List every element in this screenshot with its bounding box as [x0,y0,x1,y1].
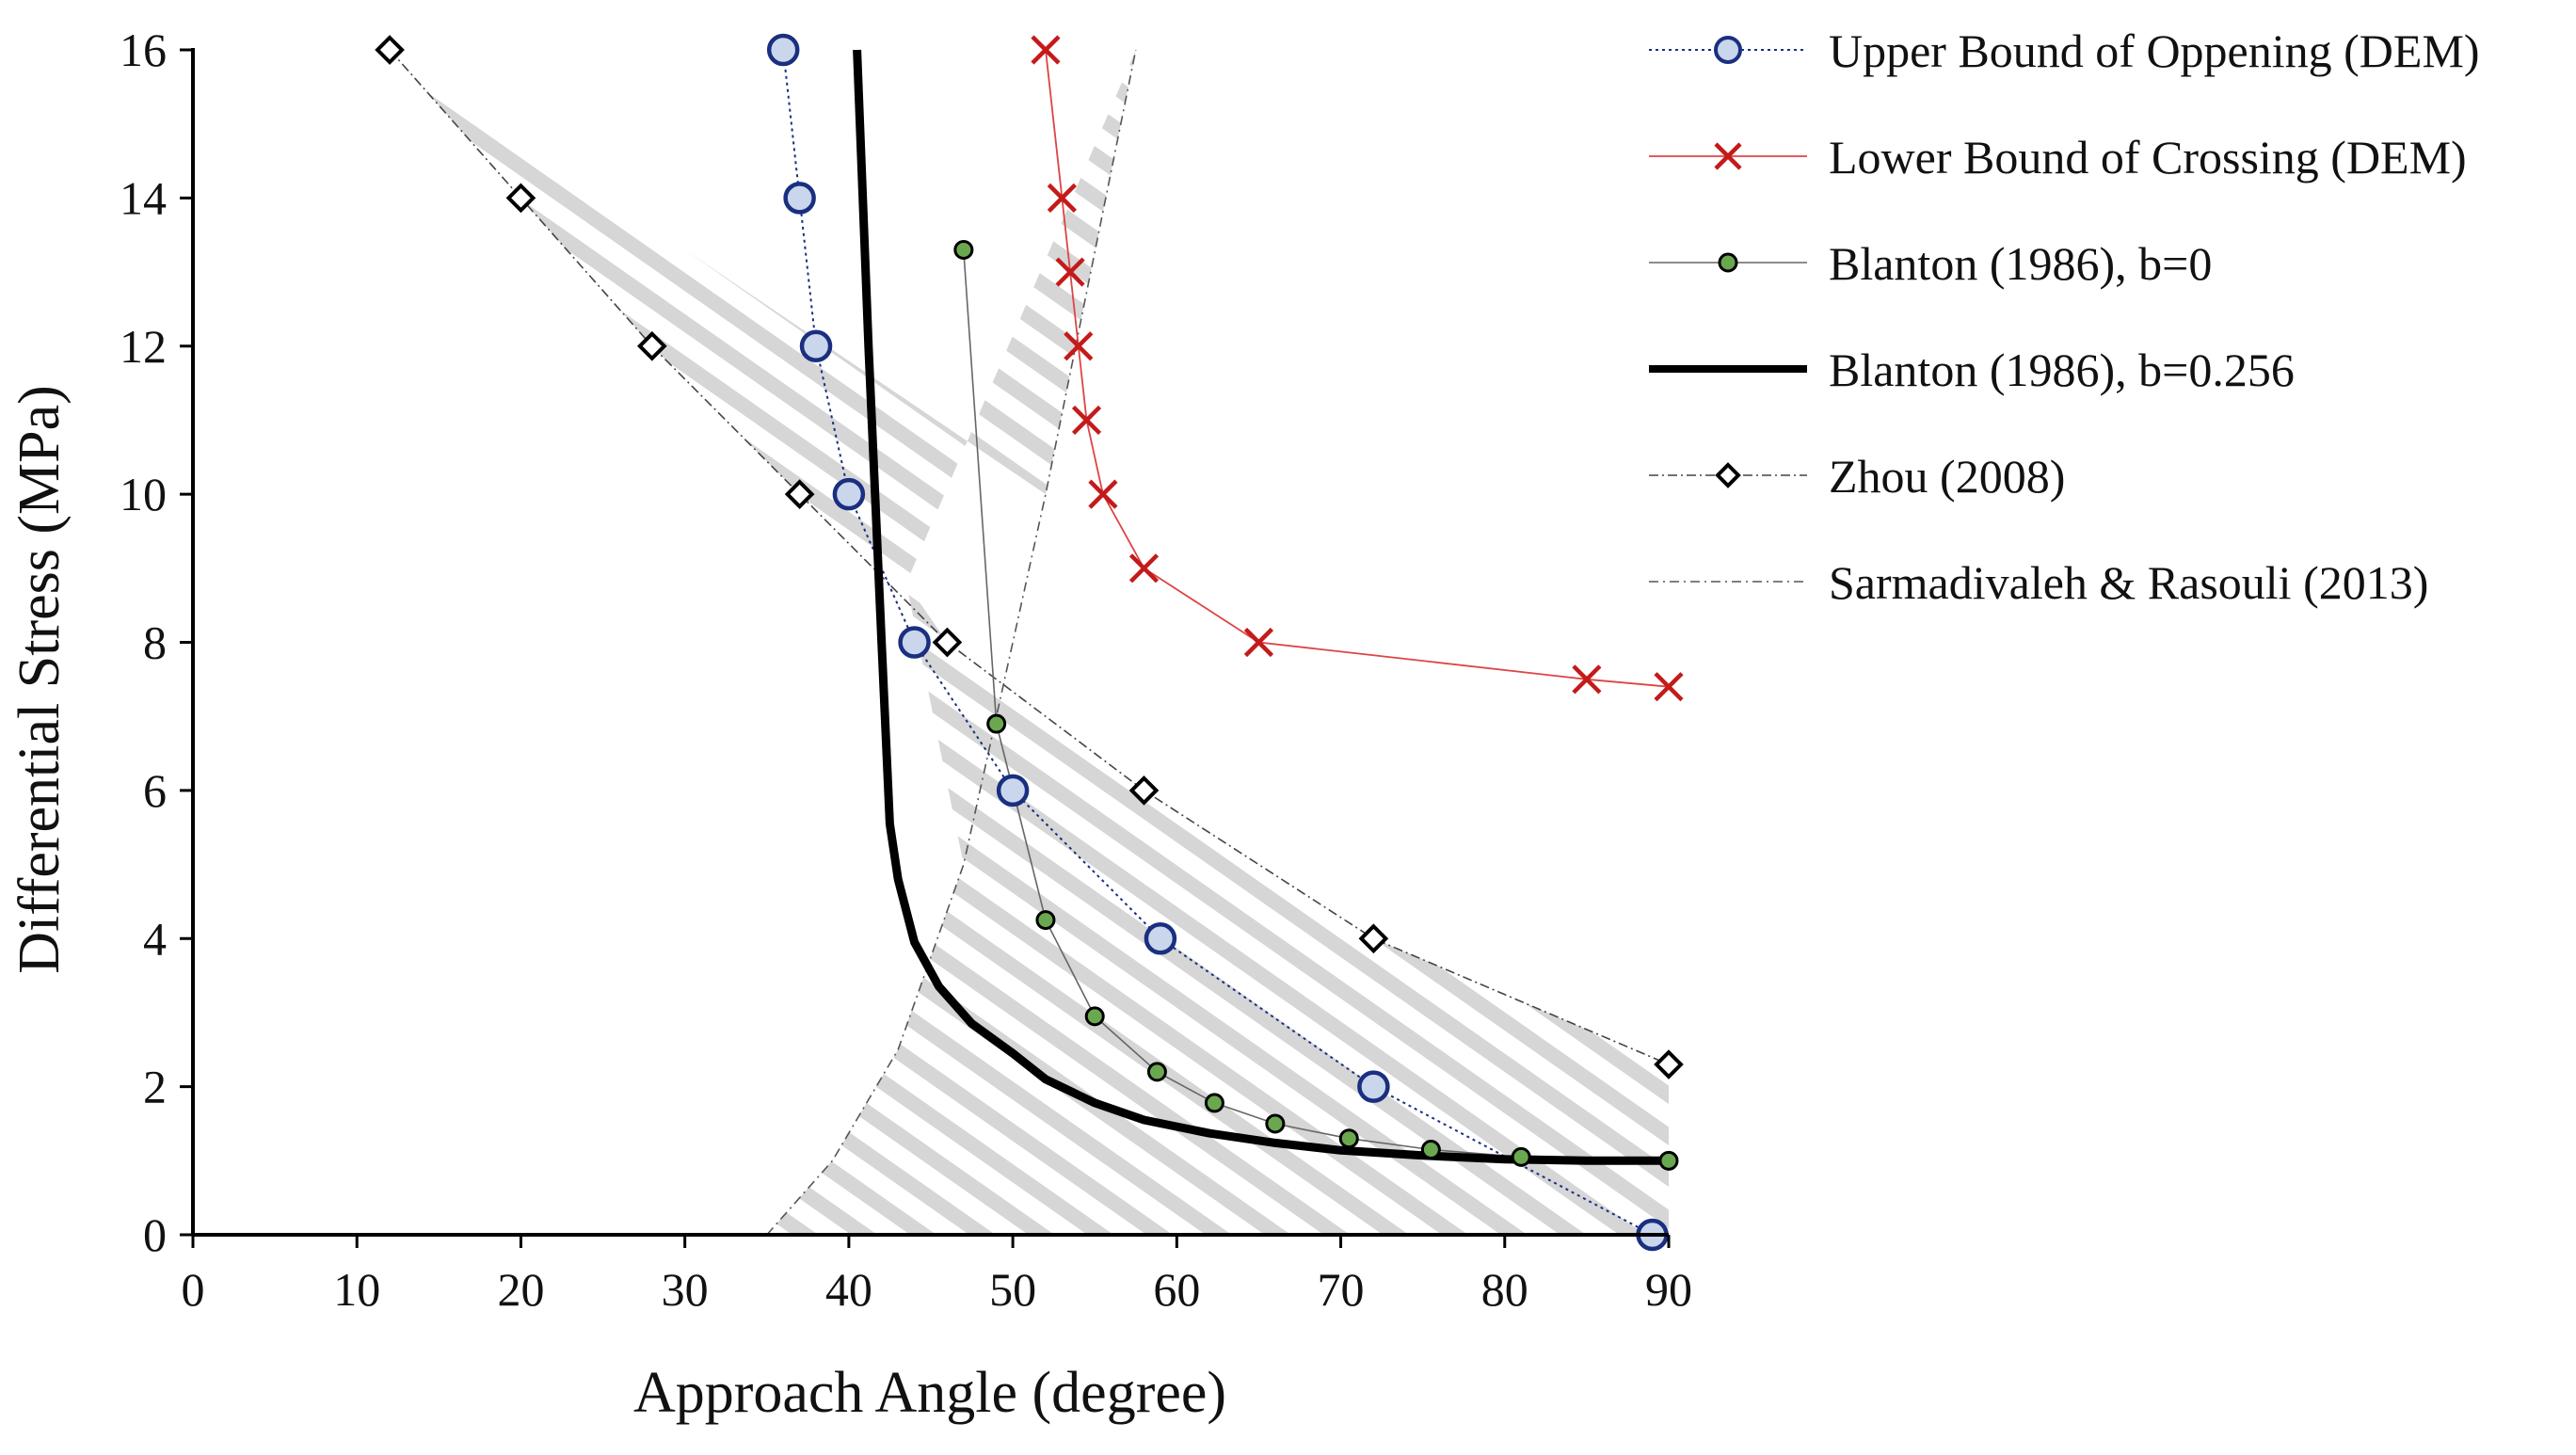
legend-label: Lower Bound of Crossing (DEM) [1829,131,2467,184]
legend-label: Sarmadivaleh & Rasouli (2013) [1829,556,2428,609]
data-point-zhou-2008 [932,627,963,658]
x-tick-label: 40 [825,1263,872,1316]
data-point-lower-bound-crossing [1064,331,1094,361]
axes: 0 10 20 30 40 50 60 70 80 90 0 2 4 6 8 10 12 14 16 [120,24,1692,1316]
data-point-upper-bound-oppening [783,182,816,215]
x-tick-label: 10 [333,1263,380,1316]
data-point-blanton-b0 [986,713,1007,734]
data-point-upper-bound-oppening [898,626,931,659]
x-tick-label: 90 [1645,1263,1692,1316]
data-point-zhou-2008 [1128,775,1160,806]
data-point-zhou-2008 [1654,1049,1684,1079]
legend: Upper Bound of Oppening (DEM) Lower Bound… [1649,24,2480,609]
data-point-lower-bound-crossing [1071,405,1102,436]
legend-label: Blanton (1986), b=0 [1829,237,2212,290]
y-tick-label: 16 [120,24,167,76]
data-point-lower-bound-crossing [1047,183,1077,213]
series-line-blanton-b0256 [853,49,1669,1165]
y-tick-label: 2 [143,1061,167,1113]
data-point-upper-bound-oppening [996,774,1030,807]
legend-label: Upper Bound of Oppening (DEM) [1829,24,2480,77]
y-tick-label: 4 [143,912,167,965]
data-point-lower-bound-crossing [1572,664,1602,695]
legend-marker-diamond [1715,462,1741,488]
x-tick-label: 60 [1153,1263,1200,1316]
legend-item: Blanton (1986), b=0.256 [1649,344,2295,396]
data-point-upper-bound-oppening [766,33,800,67]
legend-item: Lower Bound of Crossing (DEM) [1649,131,2467,184]
data-point-zhou-2008 [636,330,667,361]
y-tick-label: 14 [120,171,167,224]
hatch-region-lower [766,583,1669,1235]
legend-item: Blanton (1986), b=0 [1649,237,2212,290]
data-point-x-stroke [1088,479,1118,509]
legend-item: Zhou (2008) [1649,450,2065,503]
series-line-zhou-2008 [389,49,1670,1065]
data-point-blanton-b0 [1204,1093,1224,1113]
data-point-x-stroke [1064,331,1094,361]
data-point-lower-bound-crossing [1243,627,1274,658]
data-point-blanton-b0 [1035,910,1056,931]
plot-area: 0 10 20 30 40 50 60 70 80 90 0 2 4 6 8 10 12 14 16 [120,24,1692,1316]
data-point-x-stroke [1047,183,1077,213]
data-point-x-stroke [1071,405,1102,436]
data-point-lower-bound-crossing [1088,479,1118,509]
data-point-zhou-2008 [784,479,815,509]
series-line-upper-bound-oppening [782,49,1654,1236]
legend-marker-circle [1714,36,1742,64]
x-axis-label: Approach Angle (degree) [633,1361,1226,1425]
legend-item: Sarmadivaleh & Rasouli (2013) [1649,556,2428,609]
data-point-blanton-b0 [1265,1113,1286,1134]
data-point-blanton-b0 [1084,1006,1105,1027]
x-tick-label: 70 [1318,1263,1365,1316]
y-axis-label: Differential Stress (MPa) [8,385,72,974]
y-tick-label: 0 [143,1208,167,1261]
data-point-x-stroke [1243,627,1274,658]
data-point-upper-bound-oppening [799,329,833,362]
data-point-x-stroke [1572,664,1602,695]
data-point-zhou-2008 [505,183,536,214]
data-point-blanton-b0 [1420,1140,1441,1160]
x-tick-label: 30 [662,1263,709,1316]
series-line-lower-bound-crossing [1045,49,1670,688]
data-point-lower-bound-crossing [1031,35,1061,65]
data-point-zhou-2008 [375,35,405,65]
y-tick-label: 10 [120,468,167,520]
x-tick-label: 80 [1481,1263,1528,1316]
series-line-sarmadivaleh-rasouli-2013 [766,49,1137,1236]
legend-marker-x [1714,142,1742,170]
data-point-upper-bound-oppening [832,477,866,511]
y-tick-label: 8 [143,616,167,669]
data-point-upper-bound-oppening [1144,922,1177,955]
legend-label: Zhou (2008) [1829,450,2065,503]
legend-label: Blanton (1986), b=0.256 [1829,344,2295,396]
series-layer [375,33,1684,1252]
legend-item: Upper Bound of Oppening (DEM) [1649,24,2480,77]
hatch-region-upper [390,50,1136,584]
data-point-blanton-b0 [953,239,974,260]
y-tick-label: 12 [120,320,167,373]
x-tick-label: 0 [182,1263,205,1316]
data-point-blanton-b0 [1338,1128,1359,1149]
x-tick-label: 20 [497,1263,544,1316]
data-point-x-stroke [1031,35,1061,65]
data-point-blanton-b0 [1146,1062,1167,1082]
data-point-upper-bound-oppening [1357,1070,1390,1103]
data-point-x-stroke [1055,257,1085,287]
data-point-lower-bound-crossing [1055,257,1085,287]
shaded-region [390,50,1669,1235]
y-tick-label: 6 [143,764,167,817]
legend-marker-dot [1718,252,1738,273]
data-point-x-stroke [1654,672,1684,702]
x-tick-label: 50 [989,1263,1036,1316]
data-point-blanton-b0 [1511,1146,1531,1167]
data-point-blanton-b0 [1658,1150,1679,1171]
data-point-lower-bound-crossing [1654,672,1684,702]
data-point-x-stroke [1128,553,1160,584]
data-point-lower-bound-crossing [1128,553,1160,584]
data-point-zhou-2008 [1358,923,1389,954]
